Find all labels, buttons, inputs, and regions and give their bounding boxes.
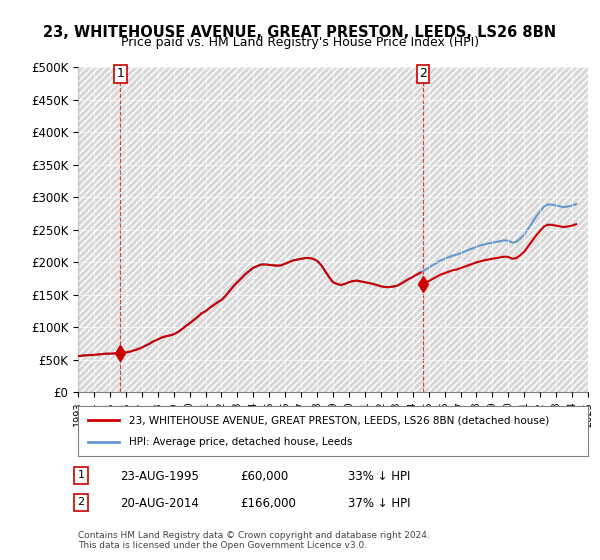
Text: 2: 2 <box>77 497 85 507</box>
Text: 2: 2 <box>419 67 427 80</box>
Text: 37% ↓ HPI: 37% ↓ HPI <box>348 497 410 510</box>
Text: 1: 1 <box>116 67 124 80</box>
Text: 23-AUG-1995: 23-AUG-1995 <box>120 470 199 483</box>
Text: 20-AUG-2014: 20-AUG-2014 <box>120 497 199 510</box>
Text: 23, WHITEHOUSE AVENUE, GREAT PRESTON, LEEDS, LS26 8BN: 23, WHITEHOUSE AVENUE, GREAT PRESTON, LE… <box>43 25 557 40</box>
Text: £166,000: £166,000 <box>240 497 296 510</box>
Text: £60,000: £60,000 <box>240 470 288 483</box>
Text: 33% ↓ HPI: 33% ↓ HPI <box>348 470 410 483</box>
Text: Contains HM Land Registry data © Crown copyright and database right 2024.
This d: Contains HM Land Registry data © Crown c… <box>78 530 430 550</box>
Text: HPI: Average price, detached house, Leeds: HPI: Average price, detached house, Leed… <box>129 437 352 447</box>
Text: Price paid vs. HM Land Registry's House Price Index (HPI): Price paid vs. HM Land Registry's House … <box>121 36 479 49</box>
Text: 23, WHITEHOUSE AVENUE, GREAT PRESTON, LEEDS, LS26 8BN (detached house): 23, WHITEHOUSE AVENUE, GREAT PRESTON, LE… <box>129 415 549 425</box>
Text: 1: 1 <box>77 470 85 480</box>
